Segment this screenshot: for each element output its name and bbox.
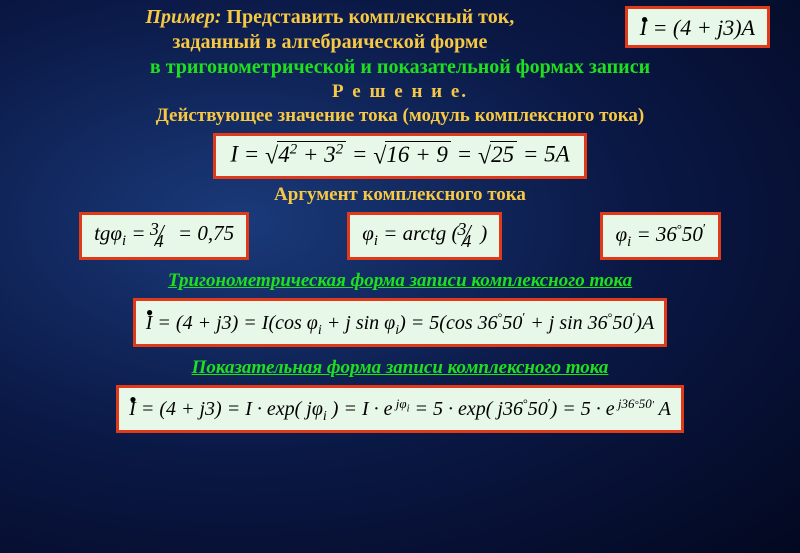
formula-arctg: φi = arctg (3⁄4) xyxy=(347,212,502,260)
title-line-2: заданный в алгебраической форме xyxy=(55,31,605,54)
dot-icon: • xyxy=(146,300,154,326)
dot-icon: • xyxy=(129,387,137,413)
trig-row: • I = (4 + j3) = I(cos φi + j sin φi) = … xyxy=(0,298,800,347)
formula-trig: • I = (4 + j3) = I(cos φi + j sin φi) = … xyxy=(133,298,667,347)
title-prefix: Пример: xyxy=(145,6,221,28)
formula-given: • I = (4 + j3)A xyxy=(625,6,770,48)
formula-modulus: I = √42 + 32 = √16 + 9 = √25 = 5A xyxy=(213,133,586,179)
modulus-label: Действующее значение тока (модуль компле… xyxy=(0,105,800,127)
title-rest: Представить комплексный ток, xyxy=(221,6,514,28)
eq: = (4 + xyxy=(647,15,717,40)
trig-text: I = (4 + j3) = I(cos φi + j sin φi) = 5(… xyxy=(146,312,654,334)
rhs: = 5A xyxy=(517,142,570,167)
lhs: I = xyxy=(230,142,265,167)
rest: 3)A xyxy=(723,15,755,40)
sqrt3: 25 xyxy=(490,141,517,167)
title-row: Пример: Представить комплексный ток, зад… xyxy=(0,0,800,54)
fraction: 3⁄4 xyxy=(460,222,478,247)
exp-text: I = (4 + j3) = I · exp( jφi ) = I · e jφ… xyxy=(129,398,671,420)
sqrt2: 16 + 9 xyxy=(385,141,451,167)
section-exp-label: Показательная форма записи комплексного … xyxy=(0,357,800,379)
fraction: 3⁄4 xyxy=(153,222,171,247)
exp-row: • I = (4 + j3) = I · exp( jφi ) = I · e … xyxy=(0,385,800,434)
formula-exp: • I = (4 + j3) = I · exp( jφi ) = I · e … xyxy=(116,385,684,434)
subtitle-forms: в тригонометрической и показательной фор… xyxy=(0,56,800,79)
title-line-1: Пример: Представить комплексный ток, xyxy=(55,6,605,29)
sqrt1: 42 + 32 xyxy=(277,141,346,167)
solution-label: Р е ш е н и е. xyxy=(0,81,800,103)
title-block: Пример: Представить комплексный ток, зад… xyxy=(55,6,605,54)
formula-tangent: tgφi = 3⁄4 = 0,75 xyxy=(79,212,249,260)
dot-icon: • xyxy=(641,7,649,33)
argument-label: Аргумент комплексного тока xyxy=(0,184,800,206)
formula-angle: φi = 36°50′ xyxy=(600,212,720,260)
section-trig-label: Тригонометрическая форма записи комплекс… xyxy=(0,270,800,292)
modulus-row: I = √42 + 32 = √16 + 9 = √25 = 5A xyxy=(0,133,800,179)
argument-row: tgφi = 3⁄4 = 0,75 φi = arctg (3⁄4) φi = … xyxy=(0,206,800,260)
